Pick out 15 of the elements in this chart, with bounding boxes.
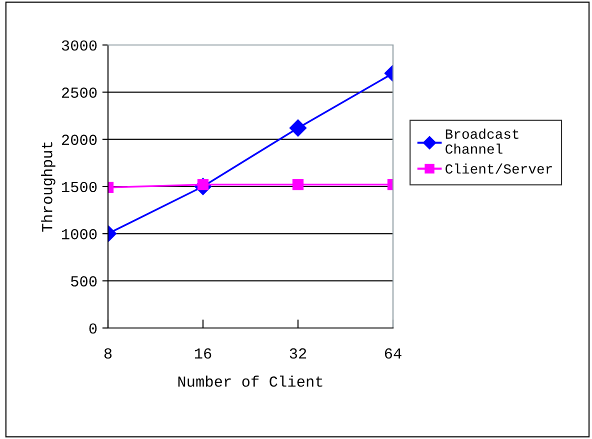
y-tick-label: 2500 bbox=[62, 87, 97, 98]
x-tick-label: 64 bbox=[384, 348, 402, 359]
y-tick-label: 500 bbox=[71, 276, 97, 287]
y-tick-label: 3000 bbox=[62, 40, 97, 51]
x-tick-label: 8 bbox=[104, 348, 112, 359]
y-tick-label: 0 bbox=[89, 323, 97, 334]
x-tick-label: 32 bbox=[290, 348, 306, 359]
y-axis-title: Throughput bbox=[41, 142, 56, 232]
y-tick-label: 2000 bbox=[62, 134, 97, 146]
y-tick-label: 1000 bbox=[62, 228, 97, 240]
legend-label: Client/Server bbox=[446, 163, 552, 174]
x-axis-title: Number of Client bbox=[178, 376, 322, 387]
x-tick-label: 16 bbox=[194, 348, 212, 359]
legend-label: Broadcast Channel bbox=[446, 128, 518, 154]
y-tick-label: 1500 bbox=[62, 182, 97, 192]
